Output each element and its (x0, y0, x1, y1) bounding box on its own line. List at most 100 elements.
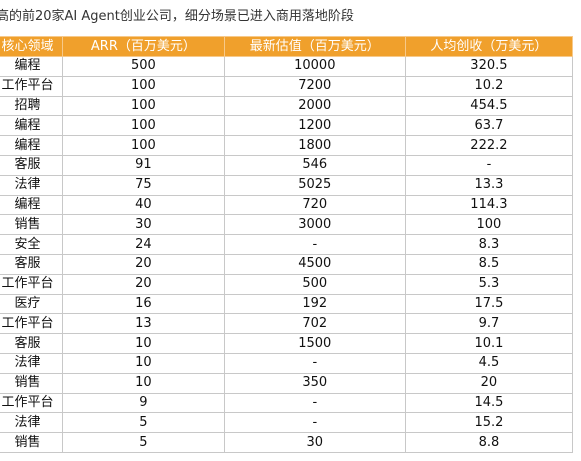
table-body: 编程 500 10000 320.5 工作平台 100 7200 10.2 招聘 100 2000 4… (0, 56, 574, 453)
table-cell: 16 (62, 293, 225, 315)
table-row: 工作平台 100 7200 10.2 (0, 75, 574, 97)
table-cell: 10 (62, 352, 225, 374)
table-cell: 100 (62, 115, 225, 137)
table-row: 销售 10 350 20 (0, 372, 574, 394)
table-row: 工作平台 13 702 9.7 (0, 313, 574, 335)
table-cell: 546 (223, 154, 406, 176)
table-cell: 91 (62, 154, 225, 176)
table-cell: 4.5 (404, 352, 574, 374)
title: 高的前20家AI Agent创业公司，细分场景已进入商用落地阶段 (0, 9, 354, 24)
table-cell: 454.5 (404, 95, 574, 117)
table-row: 客服 20 4500 8.5 (0, 253, 574, 275)
table-cell: 13 (62, 313, 225, 335)
table-row: 销售 5 30 8.8 (0, 432, 574, 453)
table-row: 工作平台 9-14.5 (0, 392, 574, 414)
table-cell: 工作平台 (0, 313, 63, 335)
table-cell: 20 (404, 372, 574, 394)
table-row: 安全 24-8.3 (0, 234, 574, 255)
table-cell: 工作平台 (0, 273, 63, 295)
table-cell: 销售 (0, 432, 63, 453)
table-cell: 编程 (0, 135, 63, 156)
table-cell: - (223, 392, 406, 414)
table-cell: 30 (223, 432, 406, 453)
table-cell: 7200 (223, 75, 406, 97)
table-cell: 8.8 (404, 432, 574, 453)
table-cell: 客服 (0, 253, 63, 275)
table-row: 编程 100 1800 222.2 (0, 135, 574, 156)
data-table: 核心领域 ARR（百万美元） 最新估值（百万美元） 人均创收（万美元） 编程 500 10… (0, 36, 574, 453)
table-cell: 4500 (223, 253, 406, 275)
table-cell: 5 (62, 412, 225, 434)
table-cell: 法律 (0, 174, 63, 196)
table-cell: 安全 (0, 234, 63, 255)
table-cell: 500 (223, 273, 406, 295)
table-cell: 63.7 (404, 115, 574, 137)
table-cell: 编程 (0, 56, 63, 77)
table-cell: 40 (62, 194, 225, 216)
column-header: 最新估值（百万美元） (223, 36, 406, 57)
table-row: 法律 75 5025 13.3 (0, 174, 574, 196)
table-cell: 客服 (0, 333, 63, 354)
table-cell: 20 (62, 273, 225, 295)
table-row: 工作平台 20 500 5.3 (0, 273, 574, 295)
table-row: 招聘 100 2000 454.5 (0, 95, 574, 117)
table-row: 编程 100 1200 63.7 (0, 115, 574, 137)
column-header: ARR（百万美元） (62, 36, 225, 57)
table-cell: 销售 (0, 214, 63, 236)
table-cell: 13.3 (404, 174, 574, 196)
table-cell: 8.3 (404, 234, 574, 255)
table-cell: 500 (62, 56, 225, 77)
table-row: 法律 10-4.5 (0, 352, 574, 374)
table-row: 法律 5-15.2 (0, 412, 574, 434)
table-cell: 75 (62, 174, 225, 196)
table-cell: 9 (62, 392, 225, 414)
table-cell: 24 (62, 234, 225, 255)
table-cell: 销售 (0, 372, 63, 394)
table-cell: 20 (62, 253, 225, 275)
table-cell: 5025 (223, 174, 406, 196)
table-row: 客服 91 546- (0, 154, 574, 176)
table-cell: 350 (223, 372, 406, 394)
table-cell: 法律 (0, 352, 63, 374)
table-cell: 10.2 (404, 75, 574, 97)
table-cell: - (404, 154, 574, 176)
column-header: 人均创收（万美元） (404, 36, 574, 57)
table-cell: 100 (62, 75, 225, 97)
table-cell: 100 (404, 214, 574, 236)
table-cell: 8.5 (404, 253, 574, 275)
table-cell: 720 (223, 194, 406, 216)
table-cell: 2000 (223, 95, 406, 117)
table-cell: 10 (62, 372, 225, 394)
table-cell: 编程 (0, 194, 63, 216)
table-cell: - (223, 412, 406, 434)
table-cell: 114.3 (404, 194, 574, 216)
table-cell: 14.5 (404, 392, 574, 414)
table-cell: 100 (62, 135, 225, 156)
table-row: 医疗 16 192 17.5 (0, 293, 574, 315)
table-row: 客服 10 1500 10.1 (0, 333, 574, 354)
table-cell: 客服 (0, 154, 63, 176)
table-cell: 320.5 (404, 56, 574, 77)
table-cell: 9.7 (404, 313, 574, 335)
table-cell: 工作平台 (0, 392, 63, 414)
table-cell: 10000 (223, 56, 406, 77)
table-cell: - (223, 234, 406, 255)
table-cell: - (223, 352, 406, 374)
table-cell: 工作平台 (0, 75, 63, 97)
header-row: 核心领域 ARR（百万美元） 最新估值（百万美元） 人均创收（万美元） (0, 36, 574, 57)
table-cell: 17.5 (404, 293, 574, 315)
table-row: 编程 500 10000 320.5 (0, 56, 574, 77)
table-cell: 1200 (223, 115, 406, 137)
table-cell: 招聘 (0, 95, 63, 117)
table-row: 编程 40 720 114.3 (0, 194, 574, 216)
table-cell: 192 (223, 293, 406, 315)
table-cell: 编程 (0, 115, 63, 137)
table-cell: 医疗 (0, 293, 63, 315)
table-cell: 10.1 (404, 333, 574, 354)
table-cell: 222.2 (404, 135, 574, 156)
table-cell: 702 (223, 313, 406, 335)
table-cell: 10 (62, 333, 225, 354)
table-cell: 5.3 (404, 273, 574, 295)
table-cell: 3000 (223, 214, 406, 236)
